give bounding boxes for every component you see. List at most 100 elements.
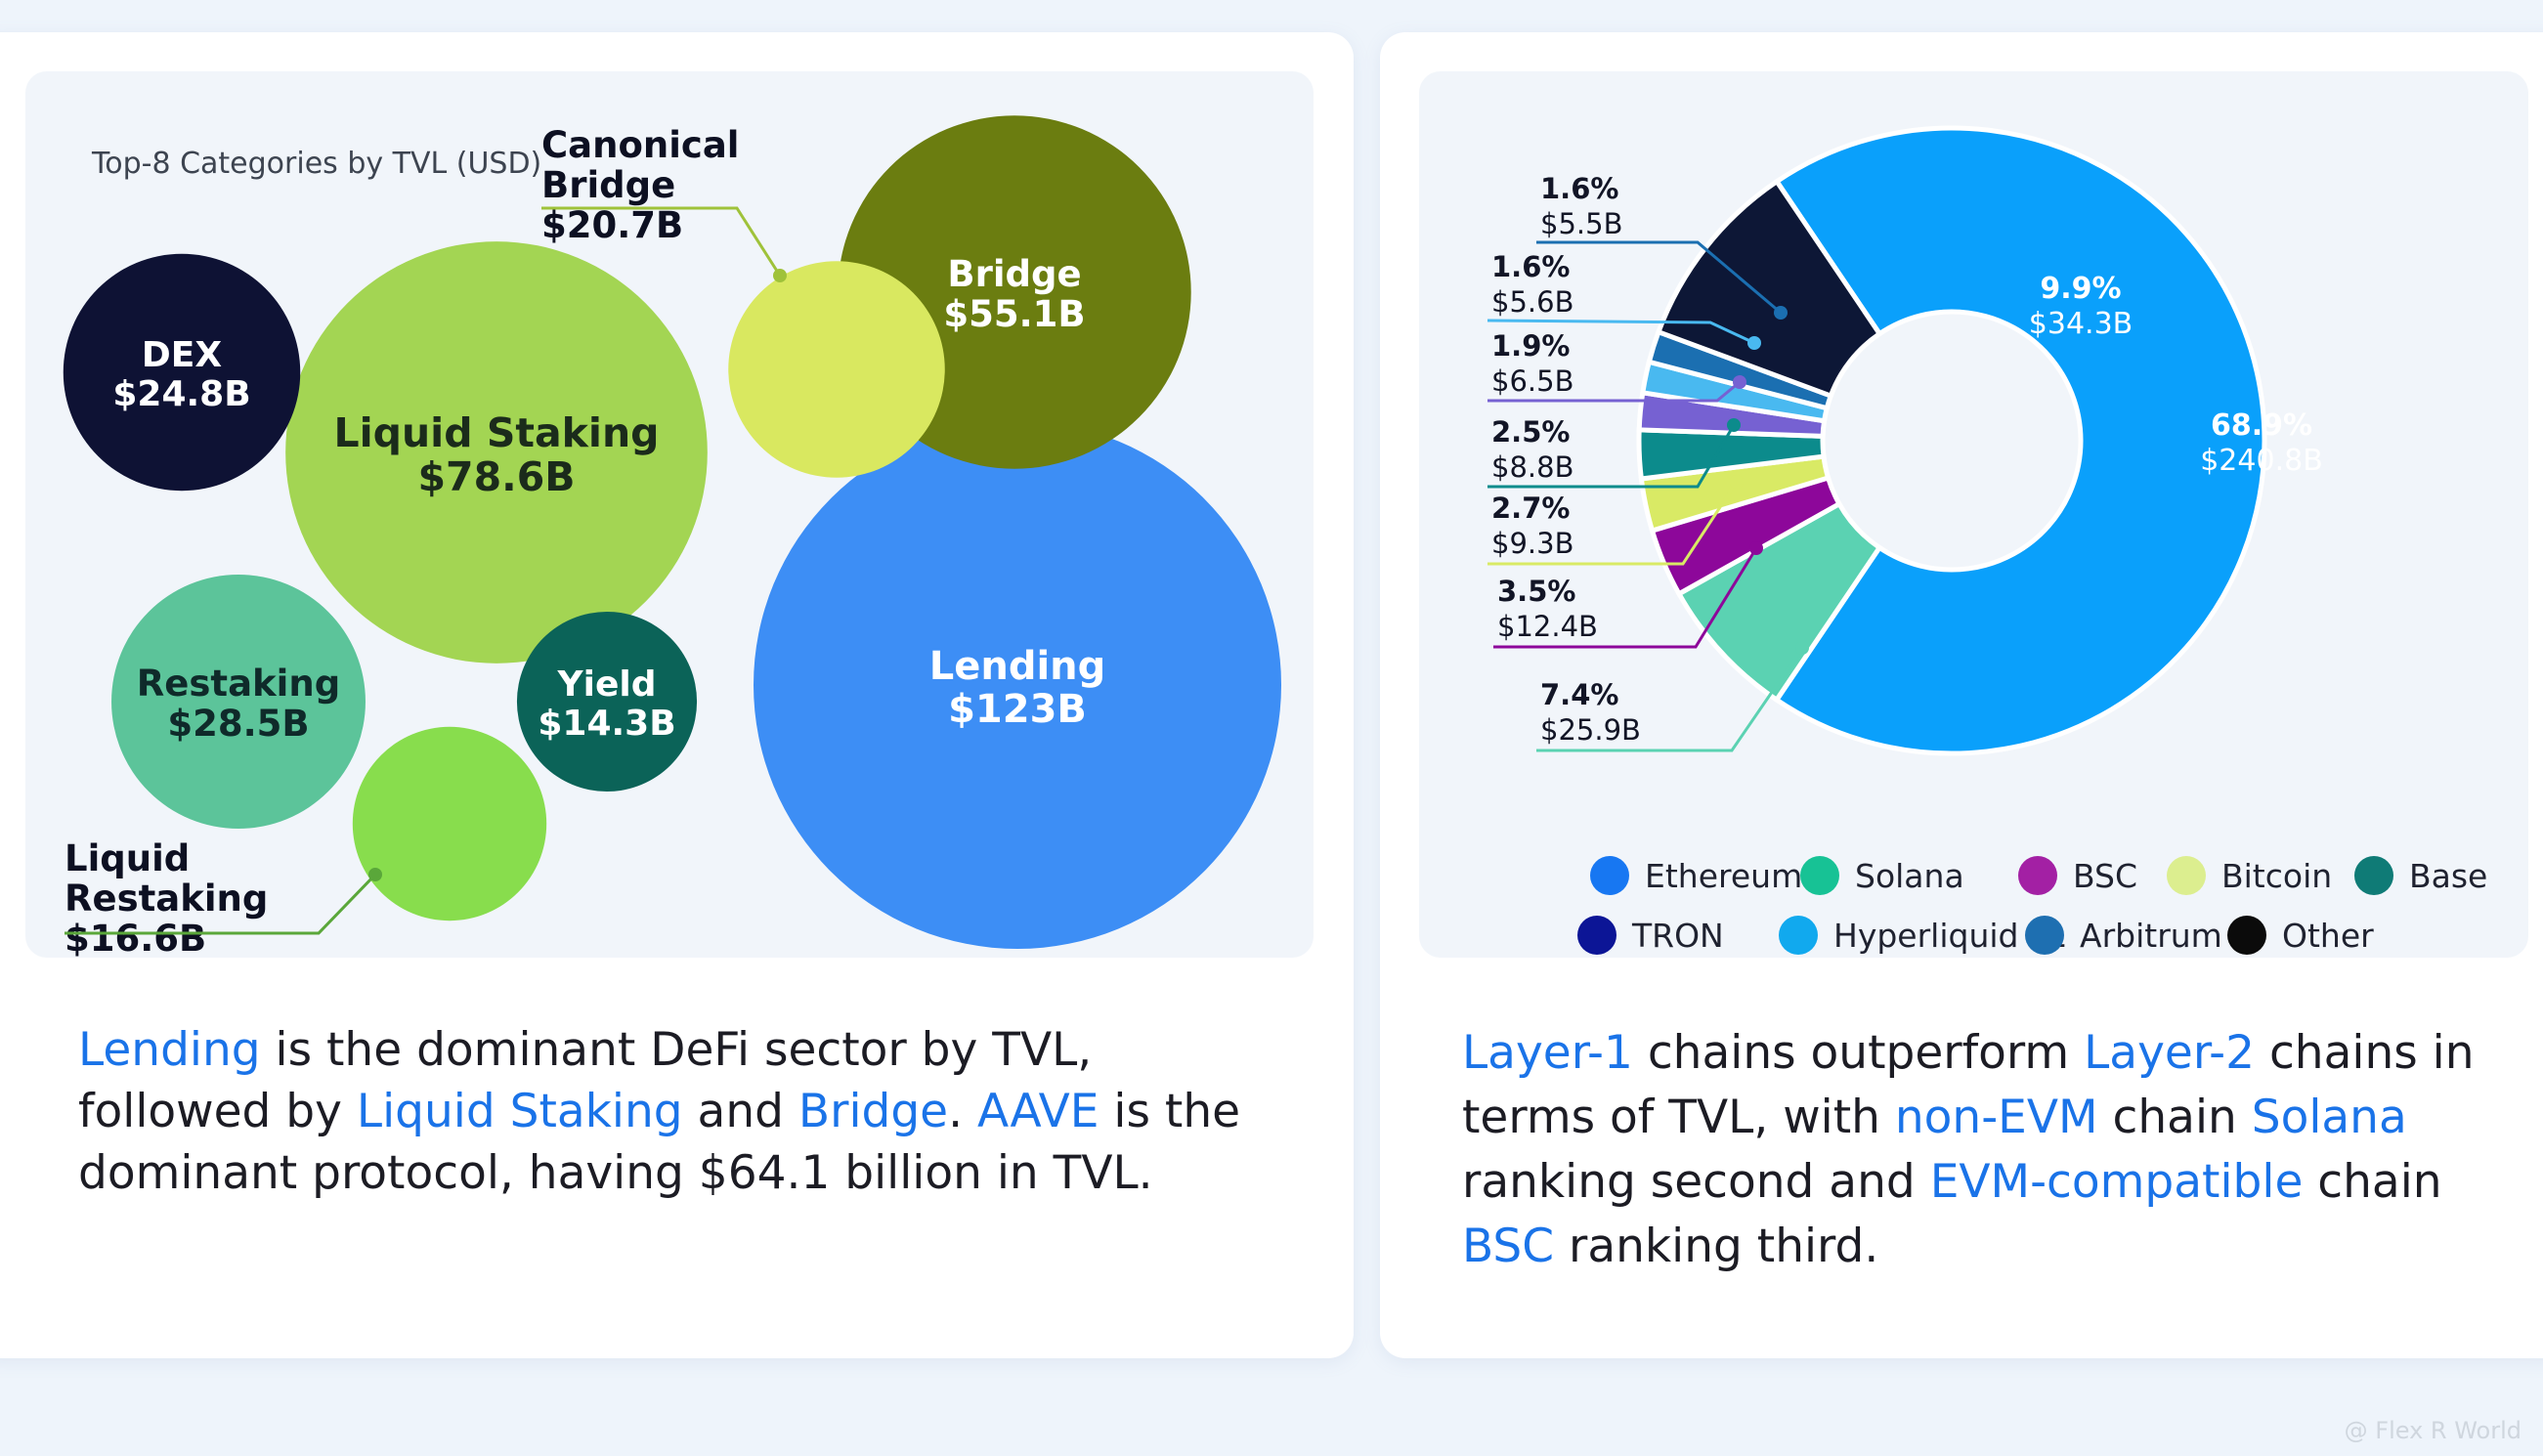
bubble-label: Restaking [137, 663, 340, 705]
bubble-liquid-staking-circle [285, 241, 708, 664]
caption-text: is the dominant protocol, having $64.1 b… [78, 1085, 1241, 1200]
donut-percent-label: 9.9% [2040, 272, 2121, 306]
leader-dot [1730, 475, 1744, 489]
donut-value-label: $25.9B [1540, 713, 1641, 747]
bubble-canonical-bridge-circle [728, 261, 945, 478]
legend-item-bitcoin: Bitcoin [2167, 856, 2332, 895]
caption-text: ranking third. [1554, 1220, 1879, 1273]
donut-value-label: $5.5B [1540, 207, 1622, 240]
donut-callout-hyperliquid-l1: 1.6%$5.6B [1487, 250, 1761, 350]
bubble-value-label: $78.6B [418, 453, 576, 500]
donut-value-label: $5.6B [1491, 285, 1573, 319]
caption-text: chains in terms of TVL, with [1462, 1026, 2475, 1144]
bubble-lending-circle [754, 421, 1281, 949]
leader-dot [1774, 306, 1788, 320]
caption-highlight: Bridge [797, 1085, 949, 1138]
bubble-label: Yield [557, 664, 657, 705]
bubble-chart-panel: Top-8 Categories by TVL (USD) Lending $123… [25, 71, 1314, 958]
bubble-yield: Yield$14.3B [516, 611, 698, 792]
leader-line [1487, 319, 1755, 345]
donut-percent-label: 1.6% [1491, 250, 1570, 283]
bubble-lending: Lending$123B [754, 421, 1281, 949]
donut-percent-label: 2.5% [1491, 415, 1570, 449]
bubble-dex-circle [63, 253, 301, 492]
legend-label: Bitcoin [2221, 857, 2332, 895]
donut-value-label: $8.8B [1491, 450, 1573, 484]
legend-label: Solana [1855, 857, 1964, 895]
legend-swatch [2025, 916, 2064, 955]
donut-callout-bsc: 3.5%$12.4B [1493, 541, 1763, 649]
caption-highlight: BSC [1462, 1220, 1555, 1273]
leader-line [1493, 547, 1758, 649]
caption-text: chain [2303, 1155, 2442, 1209]
donut-percent-label: 1.6% [1540, 172, 1618, 205]
watermark: @ Flex R World [2344, 1417, 2521, 1444]
legend-label: Other [2282, 917, 2374, 955]
legend-label: TRON [1631, 917, 1724, 955]
bubble-label: Liquid [65, 837, 190, 879]
leader-line [1487, 380, 1741, 403]
legend-item-other: Other [2227, 916, 2374, 955]
bubble-chart-title: Top-8 Categories by TVL (USD) [91, 147, 541, 181]
legend-swatch [1577, 916, 1616, 955]
donut-percent-label: 3.5% [1497, 575, 1575, 608]
bubble-label: Lending [929, 644, 1106, 689]
bubble-value-label: $20.7B [541, 204, 683, 246]
donut-callout-arbitrum: 1.6%$5.5B [1536, 172, 1788, 320]
donut-legend: Ethereum Solana BSC Bitcoin Base TRON Hyperliq… [1577, 856, 2487, 955]
legend-swatch [2227, 916, 2266, 955]
donut-value-label: $9.3B [1491, 527, 1573, 560]
donut-value-label: $240.8B [2200, 444, 2323, 478]
legend-label: Base [2409, 857, 2487, 895]
legend-item-tron: TRON [1577, 916, 1724, 955]
caption-highlight: Liquid Staking [356, 1085, 683, 1138]
legend-label: Ethereum [1645, 857, 1802, 895]
bubble-liquid-restaking-circle [352, 726, 547, 921]
caption-highlight: non-EVM [1894, 1091, 2098, 1144]
legend-label: Arbitrum [2080, 917, 2222, 955]
donut-chart: 68.9%$240.8B9.9%$34.3B1.6%$5.5B1.6%$5.6B… [1487, 125, 2487, 955]
donut-callout-tron: 1.9%$6.5B [1487, 329, 1746, 403]
caption-highlight: EVM-compatible [1929, 1155, 2304, 1209]
bubble-restaking: Restaking$28.5B [111, 575, 366, 829]
legend-swatch [1779, 916, 1818, 955]
leader-line [65, 873, 377, 935]
caption-text: and [682, 1085, 798, 1138]
leader-line [1536, 240, 1782, 315]
legend-swatch [1800, 856, 1839, 895]
bubble-chart: Top-8 Categories by TVL (USD) Lending$123… [63, 115, 1281, 958]
bubble-value-label: $14.3B [538, 704, 675, 744]
bubble-value-label: $28.5B [167, 703, 309, 745]
bubble-value-label: $24.8B [112, 374, 250, 414]
caption-highlight: AAVE [977, 1085, 1099, 1138]
bubble-value-label: $123B [948, 687, 1087, 732]
leader-dot [1733, 375, 1746, 389]
donut-callout-bitcoin: 2.7%$9.3B [1487, 475, 1744, 566]
legend-swatch [2167, 856, 2206, 895]
donut-value-label: $6.5B [1491, 364, 1573, 398]
left-card: Top-8 Categories by TVL (USD) Lending $123… [0, 32, 1354, 1358]
legend-label: BSC [2073, 857, 2137, 895]
donut-percent-label: 1.9% [1491, 329, 1570, 363]
bubble-yield-circle [516, 611, 698, 792]
legend-item-solana: Solana [1800, 856, 1964, 895]
legend-item-arbitrum: Arbitrum [2025, 916, 2222, 955]
leader-dot [773, 269, 787, 282]
caption-text: . [948, 1085, 977, 1138]
donut-callout-base: 2.5%$8.8B [1487, 415, 1741, 489]
caption-highlight: Lending [78, 1023, 261, 1077]
donut-percent-label: 7.4% [1540, 678, 1618, 711]
legend-item-bsc: BSC [2018, 856, 2137, 895]
leader-line [1487, 424, 1736, 489]
caption-highlight: Layer-1 [1462, 1026, 1633, 1080]
donut-inner-label-ethereum: 68.9%$240.8B [2200, 408, 2323, 478]
caption-highlight: Solana [2251, 1091, 2407, 1144]
bubble-label: Bridge [947, 253, 1081, 295]
bubble-dex: DEX$24.8B [63, 253, 301, 492]
left-caption: Lending is the dominant DeFi sector by T… [78, 1019, 1275, 1204]
bubble-label: Liquid Staking [333, 409, 659, 456]
leader-line [1487, 481, 1739, 566]
bubble-liquid-staking: Liquid Staking$78.6B [285, 241, 708, 664]
